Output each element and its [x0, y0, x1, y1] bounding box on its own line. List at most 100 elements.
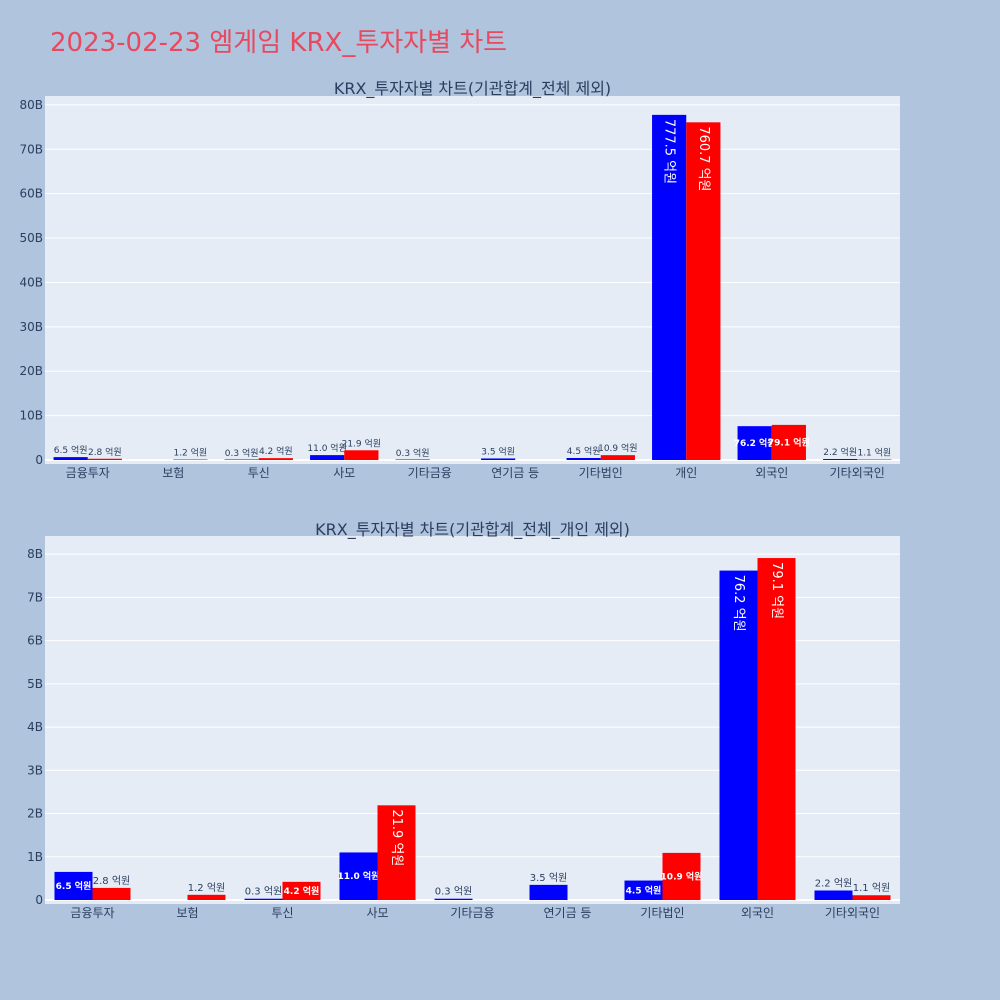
bar: [87, 458, 122, 460]
data-label: 760.7 억원: [696, 126, 711, 191]
bar: [344, 450, 379, 460]
data-label: 2.8 억원: [93, 875, 130, 887]
bar: [54, 871, 93, 900]
y-tick-label: 7B: [27, 590, 43, 604]
bar: [481, 458, 516, 460]
data-label: 1.1 억원: [857, 447, 891, 459]
bar: [258, 458, 293, 460]
x-tick-label: 기타법인: [640, 906, 684, 920]
bar: [686, 122, 721, 460]
page-title: 2023-02-23 엠게임 KRX_투자자별 차트: [50, 28, 508, 58]
bar: [339, 852, 378, 900]
y-tick-label: 0: [35, 893, 43, 907]
bar: [737, 426, 772, 460]
bar: [719, 570, 758, 900]
data-label: 4.5 억원: [626, 884, 662, 896]
data-label: 3.5 억원: [481, 445, 515, 457]
x-tick-label: 기타금융: [408, 466, 452, 480]
bar: [566, 458, 601, 460]
y-tick-label: 10B: [19, 409, 43, 423]
bar: [53, 457, 88, 460]
x-tick-label: 보험: [162, 466, 184, 480]
x-tick-label: 금융투자: [66, 466, 110, 480]
data-label: 79.1 억원: [769, 562, 784, 619]
data-label: 777.5 억원: [662, 119, 677, 184]
y-tick-label: 50B: [19, 231, 43, 245]
x-tick-label: 금융투자: [70, 906, 114, 920]
bar: [757, 558, 796, 900]
bar: [187, 894, 226, 900]
bar: [173, 459, 208, 460]
data-label: 4.2 억원: [259, 445, 293, 457]
data-label: 11.0 억원: [307, 442, 346, 454]
bar: [823, 459, 858, 460]
data-label: 4.2 억원: [284, 885, 320, 897]
y-tick-label: 5B: [27, 677, 43, 691]
bar: [852, 895, 891, 900]
bar: [771, 424, 806, 460]
data-label: 11.0 억원: [338, 870, 380, 882]
data-label: 0.3 억원: [396, 447, 430, 459]
bar: [92, 887, 131, 900]
bar: [624, 880, 663, 900]
chart-title: KRX_투자자별 차트(기관합계_전체 제외): [334, 79, 611, 99]
bar: [282, 881, 321, 900]
x-tick-label: 투신: [248, 466, 270, 480]
chart-title: KRX_투자자별 차트(기관합계_전체_개인 제외): [315, 520, 630, 540]
chart-panel-2: 0 1B 2B 3B 4B 5B 6B 7B 8B KRX_투자자별 차트(기관합계_전체_개인 …: [27, 520, 900, 920]
data-label: 21.9 억원: [389, 809, 404, 866]
data-label: 0.3 억원: [225, 447, 259, 459]
x-tick-label: 사모: [333, 466, 355, 480]
data-label: 79.1 억원: [768, 436, 810, 448]
bar: [529, 884, 568, 900]
data-label: 1.2 억원: [188, 882, 225, 894]
bar: [600, 455, 635, 460]
bar: [434, 898, 473, 900]
data-label: 10.9 억원: [661, 870, 703, 882]
y-tick-label: 3B: [27, 763, 43, 777]
x-tick-label: 외국인: [755, 466, 788, 480]
bar: [814, 890, 853, 900]
data-label: 0.3 억원: [435, 886, 472, 898]
data-label: 76.2 억원: [734, 437, 776, 449]
x-tick-label: 개인: [675, 466, 697, 480]
data-label: 10.9 억원: [598, 442, 637, 454]
y-tick-label: 70B: [19, 142, 43, 156]
data-label: 76.2 억원: [731, 575, 746, 632]
x-tick-label: 투신: [271, 906, 293, 920]
x-tick-label: 외국인: [741, 906, 774, 920]
data-label: 4.5 억원: [567, 445, 601, 457]
chart-panel-1: 0 10B 20B 30B 40B 50B 60B 70B 80B KRX_투자자별 차트(기관합…: [19, 79, 900, 480]
y-tick-label: 40B: [19, 275, 43, 289]
y-tick-label: 0: [35, 453, 43, 467]
x-tick-label: 사모: [366, 906, 388, 920]
y-tick-label: 20B: [19, 364, 43, 378]
bar: [652, 114, 687, 461]
plot-background: [45, 96, 900, 464]
data-label: 6.5 억원: [54, 444, 88, 456]
bar: [377, 805, 416, 900]
y-tick-label: 30B: [19, 320, 43, 334]
bar: [244, 898, 283, 900]
x-tick-label: 기타외국인: [830, 466, 885, 480]
bar: [857, 459, 892, 460]
data-label: 0.3 억원: [245, 886, 282, 898]
bar: [395, 459, 430, 460]
y-tick-label: 8B: [27, 547, 43, 561]
x-tick-label: 연기금 등: [491, 466, 539, 480]
data-label: 21.9 억원: [342, 437, 381, 449]
bar: [224, 459, 259, 460]
x-tick-label: 기타법인: [579, 466, 623, 480]
x-tick-label: 기타외국인: [825, 906, 880, 920]
data-label: 3.5 억원: [530, 872, 567, 884]
y-tick-label: 4B: [27, 720, 43, 734]
y-tick-label: 60B: [19, 187, 43, 201]
y-tick-label: 6B: [27, 634, 43, 648]
data-label: 6.5 억원: [56, 880, 92, 892]
bar: [662, 852, 701, 900]
data-label: 2.8 억원: [88, 446, 122, 458]
data-label: 1.1 억원: [853, 882, 890, 894]
y-tick-label: 80B: [19, 98, 43, 112]
y-tick-label: 1B: [27, 850, 43, 864]
